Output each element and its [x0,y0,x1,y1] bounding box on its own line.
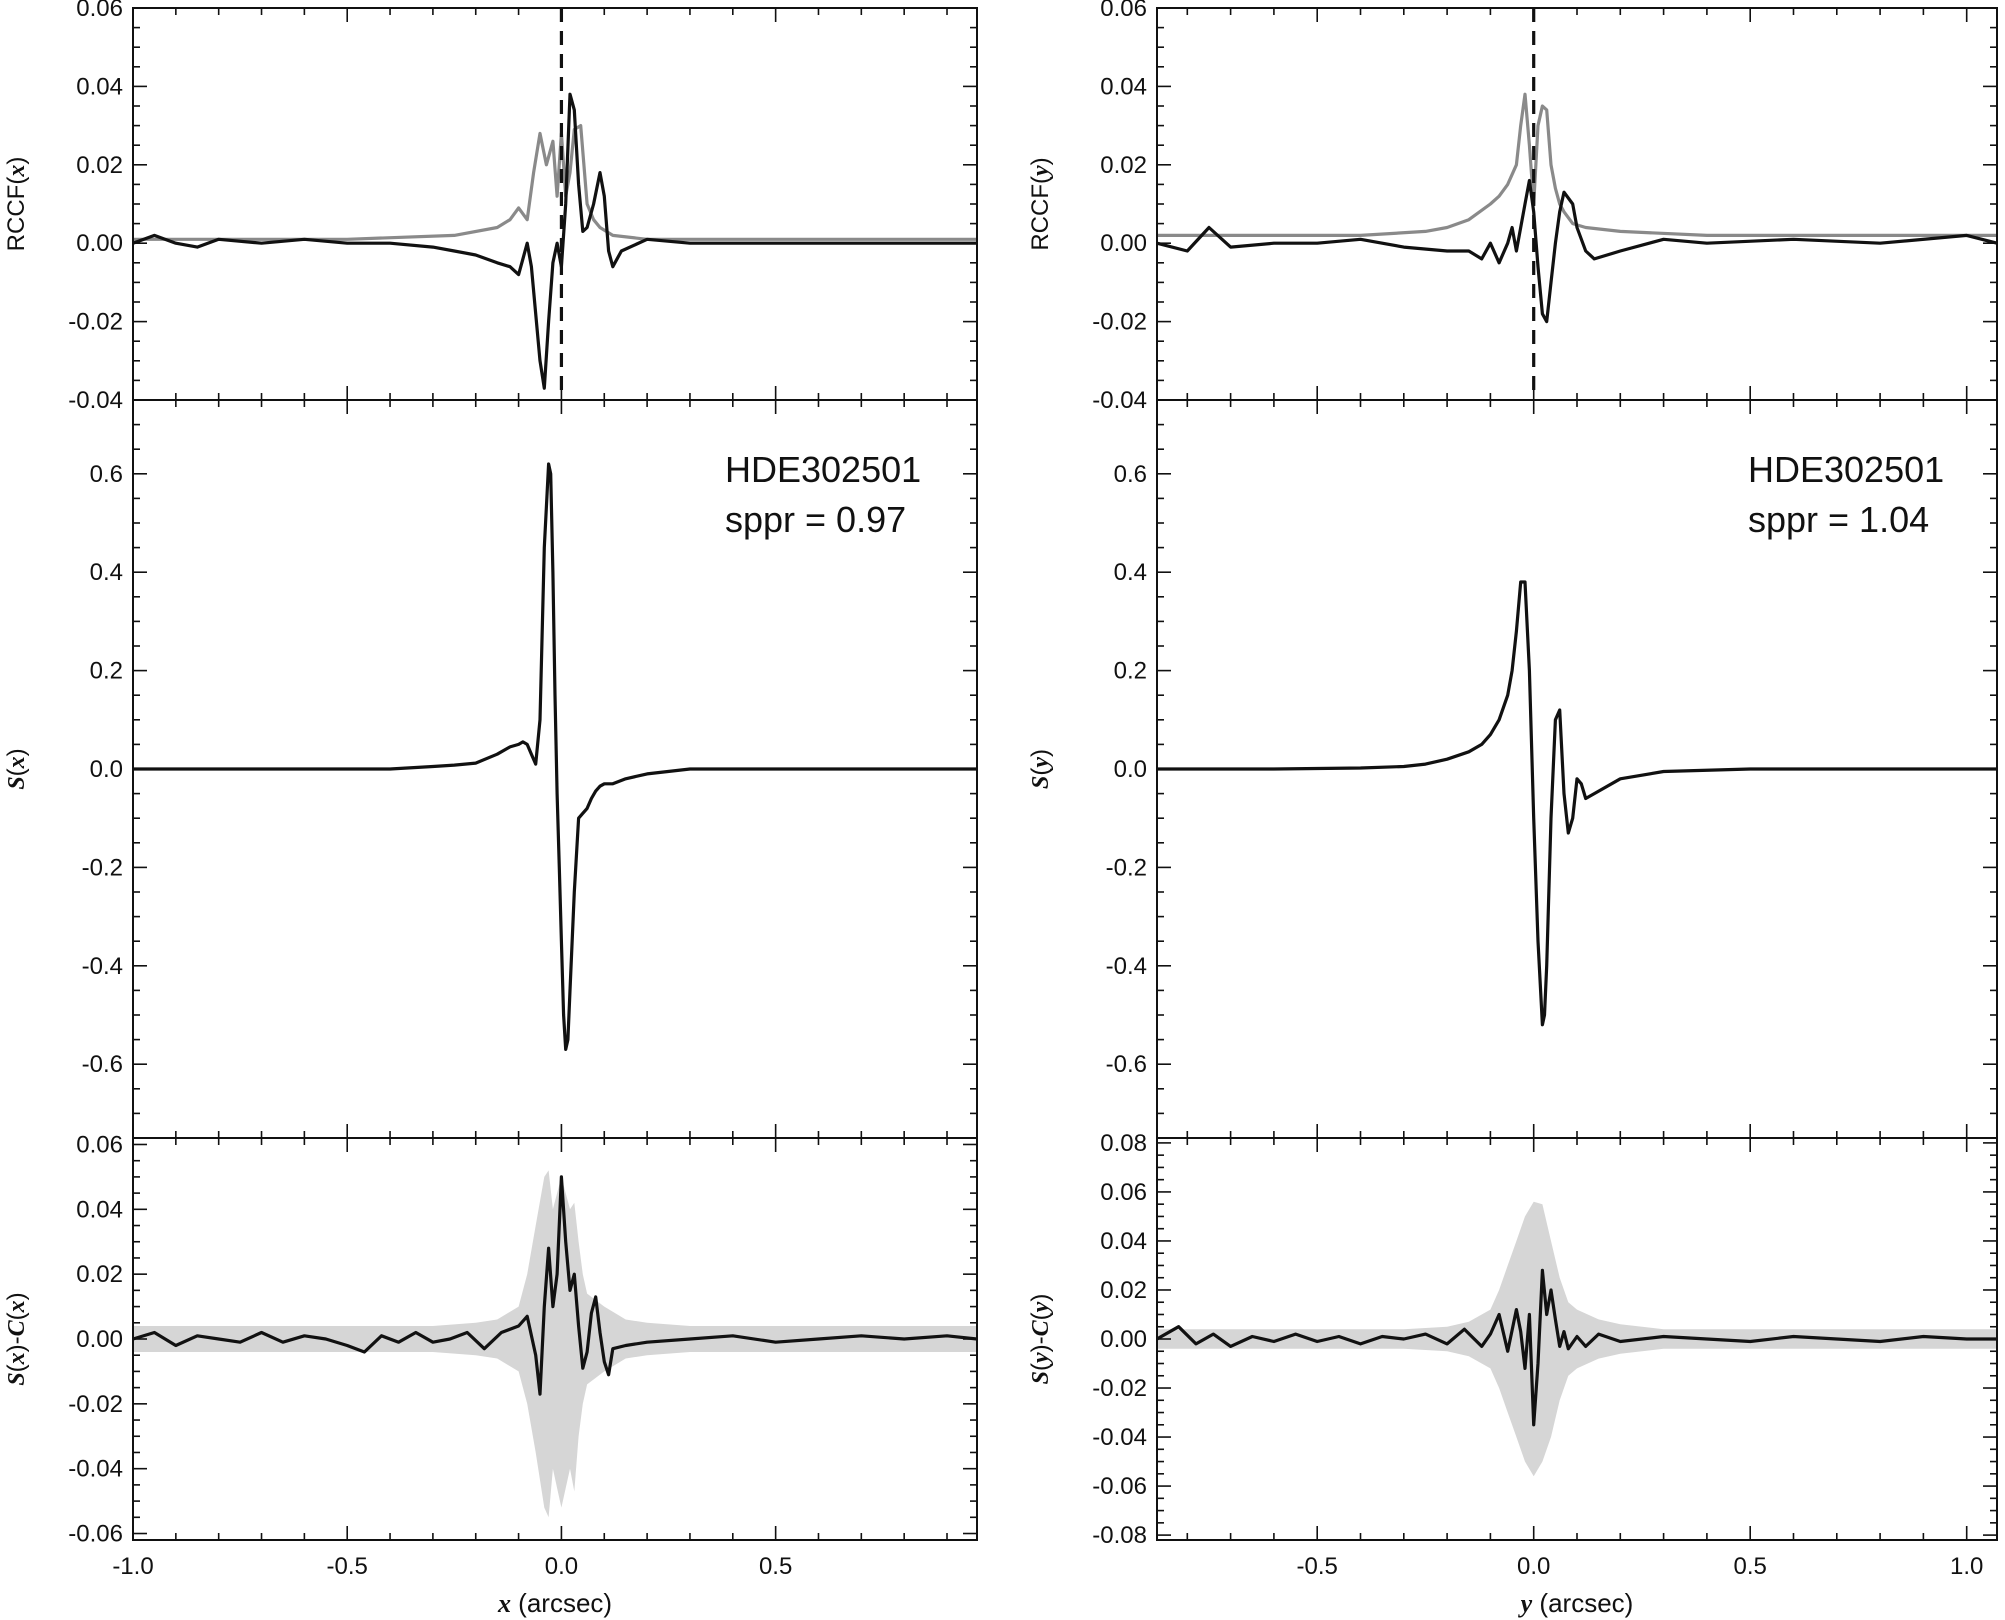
panel-bottom-left: -0.06 -0.04 -0.02 0.00 0.02 0.04 0.06 -1.0 -0.5 0… [3,1131,978,1618]
y-tick-label: 0.00 [1100,1326,1147,1353]
plot-area [133,8,977,400]
y-tick-label: 0.00 [76,230,123,257]
y-tick-label: 0.4 [90,559,123,586]
annotation-sppr: sppr = 1.04 [1748,499,1929,540]
plot-area [133,1170,977,1518]
y-axis-label: S(x) [3,748,30,789]
y-tick-label: 0.04 [1100,1228,1147,1255]
axes-frame [1156,7,1998,401]
axes-frame [132,7,978,401]
panel-top-left: -0.04 -0.02 0.00 0.02 0.04 0.06 RCCF(x) [3,0,978,414]
y-tick-label: 0.4 [1114,559,1147,586]
y-tick-label: 0.2 [1114,658,1147,685]
y-tick-label: 0.0 [90,756,123,783]
x-tick-label: -1.0 [112,1553,153,1580]
series-line-2 [133,92,977,390]
y-tick-label: -0.08 [1092,1522,1147,1549]
y-tick-label: 0.02 [1100,1277,1147,1304]
uncertainty-band [133,1170,977,1518]
series-line-1 [1157,92,1997,237]
y-tick-label: 0.02 [1100,152,1147,179]
series-line-1 [133,124,977,241]
plot-area [1157,8,1997,400]
series-line-1 [1157,1268,1997,1427]
y-tick-label: -0.2 [1106,854,1147,881]
y-axis-label: S(y) [1027,749,1054,789]
panel-bottom-right: -0.08 -0.06 -0.04 -0.02 0.00 0.02 0.04 0.06 0.08… [1027,1130,1998,1618]
y-tick-label: -0.04 [68,1456,123,1483]
y-tick-label: 0.6 [1114,461,1147,488]
y-tick-label: 0.04 [76,1196,123,1223]
y-axis-label: S(y)-C(y) [1027,1294,1054,1385]
y-tick-label: -0.6 [1106,1051,1147,1078]
series-line-1 [133,1175,977,1396]
y-tick-label: -0.6 [82,1051,123,1078]
series-line-2 [1157,178,1997,324]
y-axis-label: RCCF(x) [3,157,30,252]
y-axis-label: S(x)-C(x) [3,1292,30,1385]
y-tick-label: 0.6 [90,461,123,488]
y-tick-label: 0.0 [1114,756,1147,783]
plot-area [133,462,977,1051]
x-axis-label: x (arcsec) [497,1588,612,1618]
y-tick-label: 0.08 [1100,1130,1147,1157]
y-tick-label: -0.02 [68,309,123,336]
y-tick-label: -0.4 [82,953,123,980]
y-tick-label: 0.00 [1100,230,1147,257]
y-tick-label: -0.06 [1092,1473,1147,1500]
x-tick-label: -0.5 [1297,1553,1338,1580]
y-tick-label: -0.02 [1092,1375,1147,1402]
y-tick-label: 0.04 [1100,73,1147,100]
plot-area [1157,1201,1997,1477]
y-tick-label: -0.2 [82,854,123,881]
x-tick-label: -0.5 [327,1553,368,1580]
x-tick-label: 1.0 [1950,1553,1983,1580]
x-tick-label: 0.5 [759,1553,792,1580]
y-tick-label: -0.04 [68,387,123,414]
y-tick-label: 0.00 [76,1326,123,1353]
panel-middle-right: -0.6 -0.4 -0.2 0.0 0.2 0.4 0.6 S(y) HDE302501 spp… [1027,399,1998,1139]
x-tick-label: 0.5 [1734,1553,1767,1580]
plot-area [1157,580,1997,1027]
y-tick-label: 0.06 [1100,1179,1147,1206]
annotation-sppr: sppr = 0.97 [725,499,906,540]
panel-middle-left: -0.6 -0.4 -0.2 0.0 0.2 0.4 0.6 S(x) HDE302501 spp… [3,399,978,1139]
y-axis-label: RCCF(y) [1027,157,1054,250]
y-tick-label: -0.02 [1092,309,1147,336]
y-tick-label: 0.02 [76,152,123,179]
y-tick-label: 0.02 [76,1261,123,1288]
y-tick-label: 0.06 [76,0,123,22]
y-tick-label: 0.04 [76,73,123,100]
y-tick-label: -0.04 [1092,1424,1147,1451]
y-tick-label: 0.06 [1100,0,1147,22]
series-line-1 [1157,580,1997,1027]
annotation-star-name: HDE302501 [1748,449,1944,490]
y-tick-label: -0.04 [1092,387,1147,414]
y-tick-label: -0.06 [68,1521,123,1548]
x-tick-label: 0.0 [1517,1553,1550,1580]
panel-top-right: -0.04 -0.02 0.00 0.02 0.04 0.06 RCCF(y) [1027,0,1998,414]
y-tick-label: 0.06 [76,1131,123,1158]
y-tick-label: -0.02 [68,1391,123,1418]
x-axis-label: y (arcsec) [1518,1588,1634,1618]
y-tick-label: -0.4 [1106,953,1147,980]
x-tick-label: 0.0 [545,1553,578,1580]
series-line-1 [133,462,977,1051]
annotation-star-name: HDE302501 [725,449,921,490]
y-tick-label: 0.2 [90,658,123,685]
